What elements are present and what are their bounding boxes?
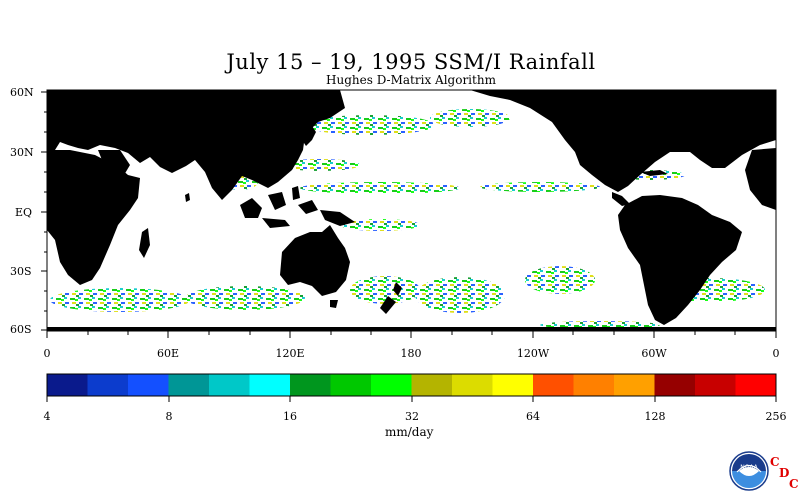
land-eurasia: [47, 90, 345, 200]
lon-label-120e: 120E: [275, 347, 305, 360]
colorbar-ticks: [46, 396, 777, 402]
colorbar-swatch: [452, 374, 493, 396]
colorbar-label-16: 16: [283, 410, 297, 423]
colorbar-swatch: [168, 374, 210, 396]
credit-letter-d: D: [779, 466, 790, 480]
rain-bands: [50, 109, 765, 329]
map-subtitle: Hughes D-Matrix Algorithm: [326, 73, 496, 87]
land-south-america: [618, 195, 742, 325]
credit-letter-c1: C: [770, 455, 780, 469]
colorbar-label-32: 32: [405, 410, 419, 423]
credit-letter-c2: C: [789, 477, 799, 491]
colorbar: [46, 373, 777, 397]
colorbar-swatch: [371, 374, 412, 396]
colorbar-swatch: [735, 374, 777, 396]
colorbar-swatch: [654, 374, 696, 396]
lon-label-60e: 60E: [156, 347, 180, 360]
lat-label-60n: 60N: [10, 86, 34, 99]
land-north-america: [470, 90, 776, 192]
colorbar-swatch: [209, 374, 250, 396]
map-title: July 15 – 19, 1995 SSM/I Rainfall: [226, 50, 596, 74]
colorbar-swatch: [47, 374, 88, 396]
colorbar-swatch: [290, 374, 331, 396]
colorbar-swatch: [695, 374, 736, 396]
land-masses: [47, 90, 776, 331]
lat-label-60s: 60S: [10, 323, 32, 336]
lat-label-30n: 30N: [10, 146, 34, 159]
colorbar-swatch: [492, 374, 534, 396]
colorbar-label-256: 256: [765, 410, 787, 423]
lon-label-60w: 60W: [641, 347, 667, 360]
lat-label-eq: EQ: [15, 206, 33, 219]
colorbar-swatch: [573, 374, 615, 396]
lon-label-120w: 120W: [516, 347, 550, 360]
colorbar-swatch: [249, 374, 291, 396]
colorbar-label-64: 64: [526, 410, 540, 423]
colorbar-label-8: 8: [165, 410, 173, 423]
noaa-logo-icon: NOAA: [729, 451, 769, 491]
colorbar-swatch: [330, 374, 372, 396]
colorbar-swatch: [128, 374, 169, 396]
colorbar-swatch: [411, 374, 453, 396]
lon-label-180: 180: [400, 347, 422, 360]
colorbar-unit: mm/day: [385, 425, 434, 439]
lon-ticks: [46, 331, 777, 338]
colorbar-label-128: 128: [644, 410, 666, 423]
colorbar-label-4: 4: [43, 410, 51, 423]
lon-label-0: 0: [43, 347, 51, 360]
lat-ticks: [41, 91, 47, 331]
noaa-logo-text: NOAA: [740, 464, 758, 471]
colorbar-swatch: [87, 374, 129, 396]
colorbar-swatch: [614, 374, 655, 396]
lat-label-30s: 30S: [10, 265, 32, 278]
lon-label-0-end: 0: [772, 347, 780, 360]
colorbar-swatch: [533, 374, 574, 396]
